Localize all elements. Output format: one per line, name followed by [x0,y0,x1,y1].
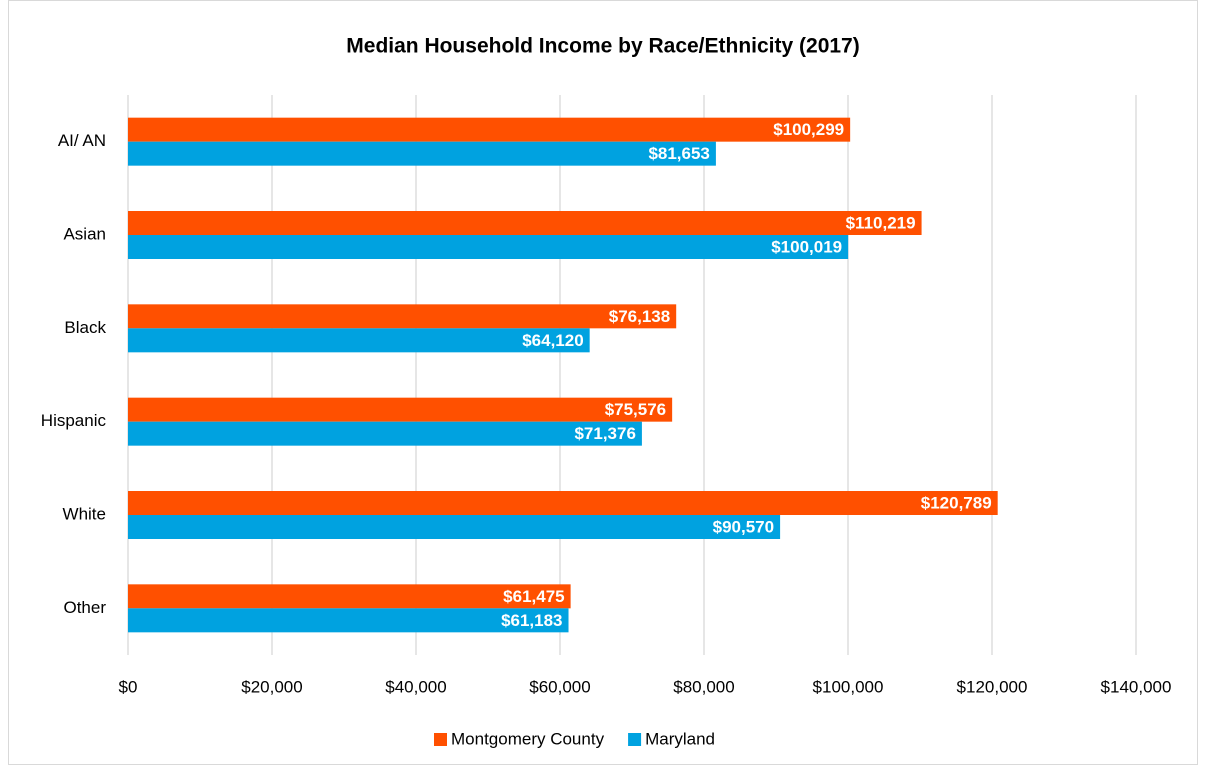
bar [128,515,781,539]
bar [128,141,716,166]
value-label: $71,376 [574,424,635,443]
value-label: $76,138 [609,307,670,326]
y-tick-label: AI/ AN [58,131,106,150]
y-tick-label: Other [63,598,106,617]
value-label: $75,576 [605,400,666,419]
value-label: $120,789 [921,493,992,512]
bar [128,328,590,353]
legend-label: Montgomery County [451,729,605,748]
bar [128,235,849,259]
legend-swatch [434,733,447,746]
y-tick-label: Black [64,318,106,337]
bar [128,584,571,609]
bar [128,211,922,235]
x-tick-label: $40,000 [385,677,446,696]
y-tick-label: Hispanic [41,411,107,430]
y-tick-label: White [63,504,106,523]
x-tick-label: $140,000 [1101,677,1172,696]
bar [128,397,673,422]
bar [128,491,998,515]
value-label: $61,183 [501,611,562,630]
x-tick-label: $20,000 [241,677,302,696]
x-tick-label: $120,000 [957,677,1028,696]
legend-swatch [628,733,642,746]
x-tick-label: $60,000 [529,677,590,696]
legend-label: Maryland [645,729,715,748]
x-tick-label: $0 [119,677,138,696]
bar [128,608,569,633]
value-label: $81,653 [648,144,709,163]
bar [128,304,677,329]
value-label: $100,299 [773,120,844,139]
value-label: $61,475 [503,587,564,606]
value-label: $100,019 [771,237,842,256]
bar [128,117,851,142]
value-label: $90,570 [713,517,774,536]
chart-frame [8,0,1198,765]
x-tick-label: $80,000 [673,677,734,696]
y-tick-label: Asian [63,224,106,243]
chart-title: Median Household Income by Race/Ethnicit… [346,35,859,58]
value-label: $64,120 [522,331,583,350]
bar [128,421,642,446]
x-tick-label: $100,000 [813,677,884,696]
value-label: $110,219 [846,213,916,232]
